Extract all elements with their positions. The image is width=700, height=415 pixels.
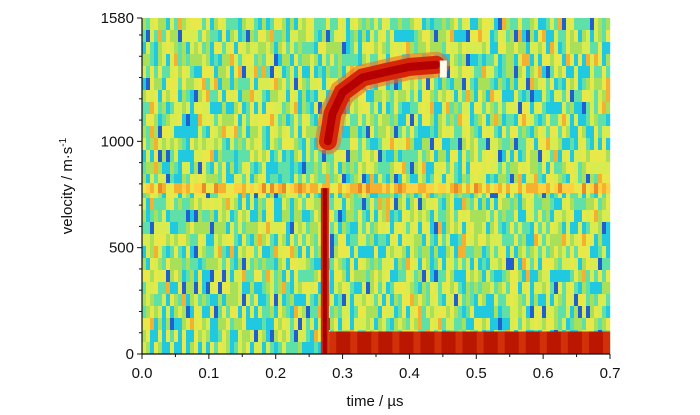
x-tick-label: 0.7 — [600, 365, 621, 382]
y-tick-label: 500 — [109, 240, 134, 257]
x-tick-label: 0.2 — [265, 365, 286, 382]
y-tick-label: 1580 — [101, 10, 134, 27]
x-tick-label: 0.5 — [466, 365, 487, 382]
x-tick-label: 0.4 — [399, 365, 420, 382]
x-axis-title: time / µs — [347, 393, 404, 410]
y-axis-title-main: velocity / m·s — [59, 147, 76, 235]
y-axis-title: velocity / m·s-1 — [58, 137, 76, 234]
trace-jump — [320, 188, 329, 354]
trace-acceleration — [314, 51, 450, 155]
x-tick-label: 0.1 — [198, 365, 219, 382]
trace-baseline — [329, 331, 611, 354]
noisy-row-band — [142, 183, 611, 194]
y-tick-label: 0 — [126, 346, 134, 363]
trace-end-marker — [439, 60, 447, 78]
x-axis-ticks: 0.0 0.1 0.2 0.3 0.4 0.5 0.6 0.7 — [132, 354, 621, 382]
y-tick-label: 1000 — [101, 133, 134, 150]
x-tick-label: 0.3 — [332, 365, 353, 382]
x-tick-label: 0.6 — [533, 365, 554, 382]
y-axis-ticks: 0 500 1000 1580 — [101, 10, 142, 363]
y-axis-title-superscript: -1 — [58, 137, 69, 146]
signal-traces — [314, 51, 611, 354]
x-tick-label: 0.0 — [132, 365, 153, 382]
